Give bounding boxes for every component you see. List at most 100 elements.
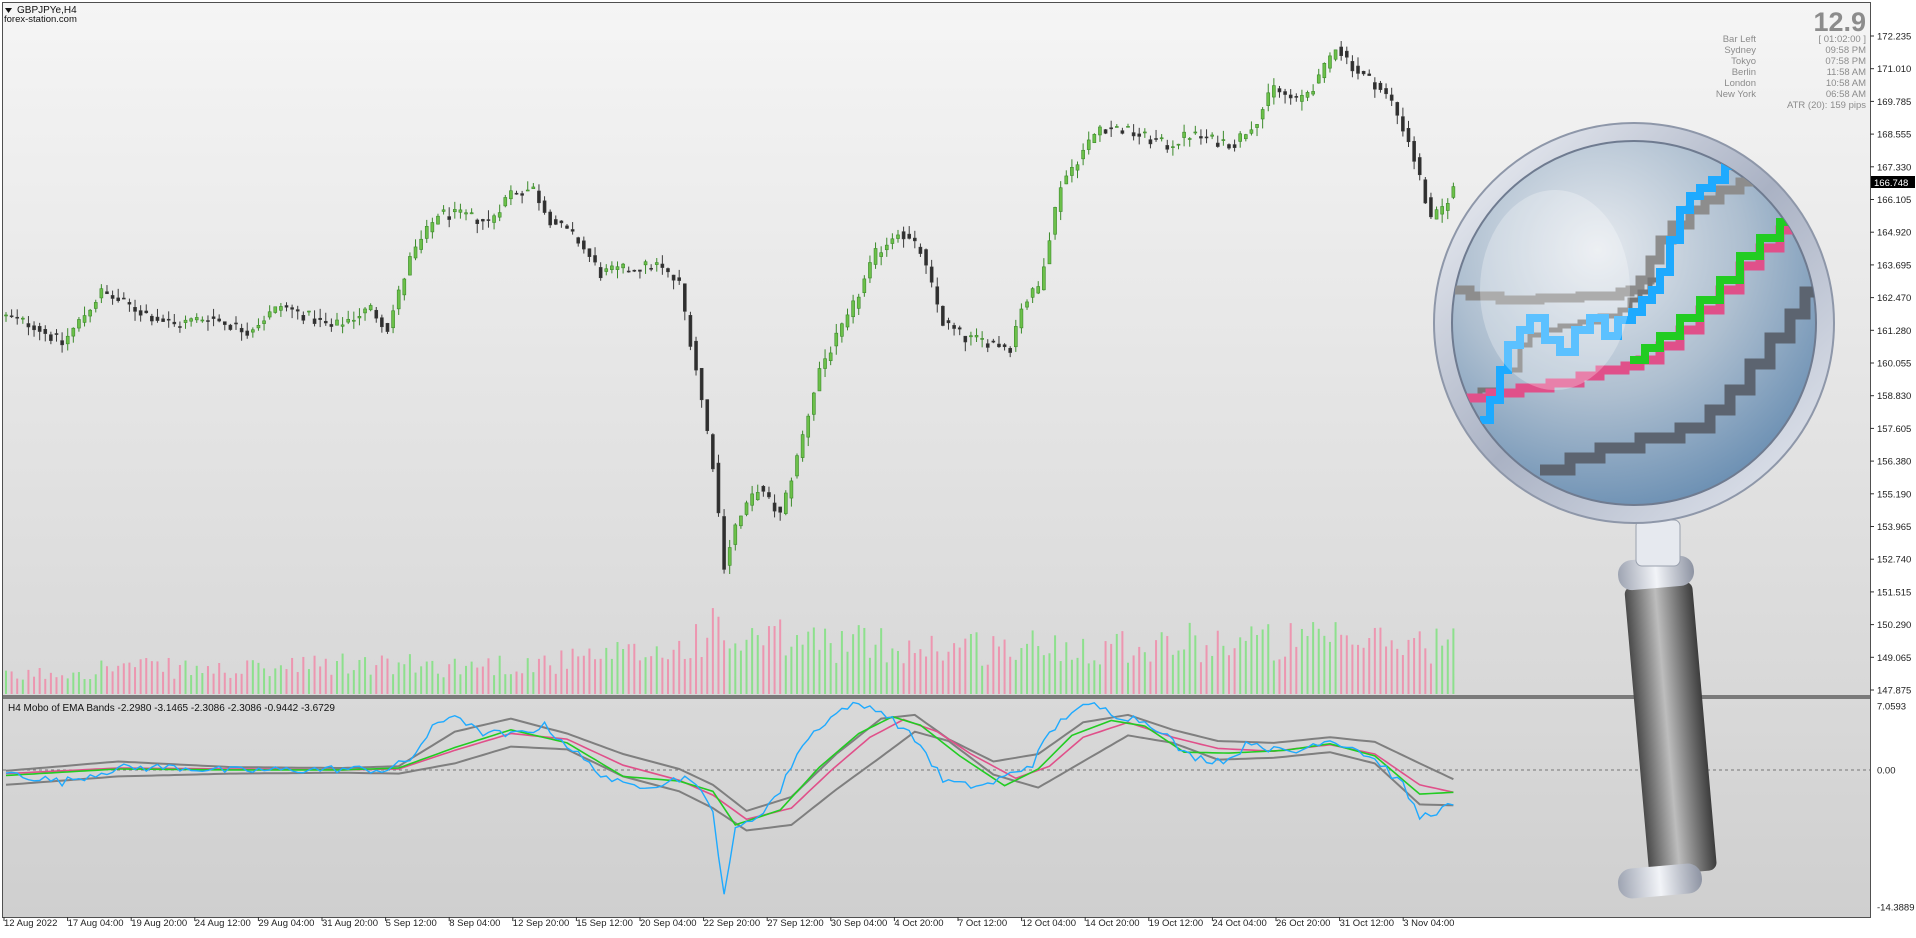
candle-body — [1378, 82, 1383, 90]
volume-bar — [919, 649, 922, 694]
volume-bar — [969, 634, 972, 694]
candle-body — [537, 190, 541, 204]
candle-body — [105, 291, 109, 295]
volume-bar — [459, 674, 462, 694]
volume-bar — [672, 649, 675, 694]
info-panel: Bar Left [ 01:02:00 ] Sydney 09:58 PM Tokyo 0… — [1716, 34, 1866, 100]
volume-bar — [1127, 662, 1129, 694]
candle-body — [969, 335, 973, 338]
watermark: forex-station.com — [4, 14, 77, 25]
volume-bar — [420, 666, 423, 694]
candle-body — [37, 326, 42, 332]
volume-bar — [1368, 638, 1371, 694]
volume-bar — [1340, 634, 1343, 694]
volume-bar — [661, 657, 664, 694]
candle-body — [408, 256, 412, 276]
candle-body — [716, 462, 721, 514]
candle-body — [565, 225, 569, 229]
candle-body — [172, 321, 177, 325]
candle-body — [262, 320, 266, 324]
candle-body — [194, 317, 199, 321]
candle-body — [941, 305, 945, 326]
volume-bar — [397, 662, 400, 694]
volume-bar — [358, 659, 361, 694]
volume-bar — [706, 637, 709, 694]
candle-body — [178, 326, 182, 328]
volume-bar — [498, 655, 501, 694]
info-label: Sydney — [1724, 45, 1756, 56]
volume-bar — [1317, 628, 1320, 694]
volume-bar — [1239, 637, 1242, 694]
candle-body — [9, 315, 14, 318]
volume-bar — [341, 653, 344, 694]
volume-bar — [1054, 635, 1057, 694]
volume-bar — [128, 662, 131, 694]
volume-bar — [947, 651, 950, 694]
candle-body — [806, 415, 811, 438]
volume-bar — [1351, 644, 1354, 694]
volume-bar — [885, 662, 888, 694]
volume-bar — [16, 678, 19, 694]
price-tick-label: 168.555 — [1877, 130, 1911, 141]
time-tick-label: 14 Oct 20:00 — [1085, 918, 1139, 929]
candle-body — [542, 200, 547, 213]
candle-body — [587, 248, 592, 257]
volume-bar — [156, 661, 159, 694]
candle-body — [1193, 131, 1198, 134]
candle-body — [593, 255, 597, 263]
candle-body — [26, 323, 31, 328]
candle-body — [110, 295, 115, 299]
candle-body — [868, 262, 872, 279]
indicator-tick-label: 7.0593 — [1877, 702, 1906, 713]
volume-bar — [162, 671, 165, 694]
info-value: [ 01:02:00 ] — [1818, 34, 1866, 45]
candle-body — [88, 309, 92, 317]
indicator-axis[interactable]: 7.0593 0.00 -14.3889 — [1877, 702, 1915, 914]
candle-body — [340, 324, 345, 327]
time-tick-label: 5 Sep 12:00 — [386, 918, 437, 929]
price-tick-label: 161.280 — [1877, 326, 1911, 337]
volume-bar — [1020, 648, 1023, 694]
candle-body — [166, 318, 171, 321]
candle-body — [907, 233, 912, 239]
candle-body — [54, 333, 59, 335]
volume-bar — [1362, 647, 1365, 694]
time-tick-label: 31 Aug 20:00 — [322, 918, 378, 929]
symbol-menu-icon[interactable] — [5, 8, 12, 13]
volume-bar — [257, 662, 260, 694]
lens-highlight — [1480, 190, 1630, 390]
volume-bar — [319, 666, 322, 694]
candle-body — [1328, 55, 1332, 69]
candle-body — [497, 212, 502, 218]
candle-body — [559, 220, 564, 224]
candle-body — [1148, 139, 1153, 145]
countdown-value: 12.9 — [1813, 7, 1866, 37]
candle-body — [924, 249, 928, 266]
price-axis[interactable]: 172.235 171.010 169.785 168.555 167.330 166.1… — [1870, 32, 1915, 697]
candle-body — [65, 335, 70, 345]
volume-bar — [1009, 656, 1012, 694]
volume-bar — [5, 670, 7, 694]
candle-body — [1316, 74, 1321, 84]
candle-body — [985, 343, 990, 348]
volume-bar — [493, 675, 496, 694]
candle-body — [610, 265, 614, 270]
volume-bar — [666, 659, 669, 694]
candle-body — [335, 319, 339, 326]
price-tick-label: 160.055 — [1877, 359, 1911, 370]
lens-cyan-line — [1480, 141, 1764, 424]
time-tick-label: 12 Oct 04:00 — [1022, 918, 1076, 929]
candle-body — [761, 485, 766, 492]
volume-bar — [1233, 648, 1236, 694]
pane-separator[interactable] — [3, 695, 1870, 699]
candle-body — [817, 368, 822, 392]
volume-bar — [717, 616, 720, 694]
volume-bar — [184, 660, 187, 694]
volume-bar — [739, 650, 742, 694]
time-axis[interactable]: 12 Aug 2022 17 Aug 04:00 19 Aug 20:00 24 Au… — [3, 917, 1454, 929]
volume-bar — [1160, 632, 1163, 694]
candle-body — [82, 315, 87, 323]
atr-readout: ATR (20): 159 pips — [1787, 100, 1866, 111]
time-tick-label: 12 Aug 2022 — [4, 918, 57, 929]
